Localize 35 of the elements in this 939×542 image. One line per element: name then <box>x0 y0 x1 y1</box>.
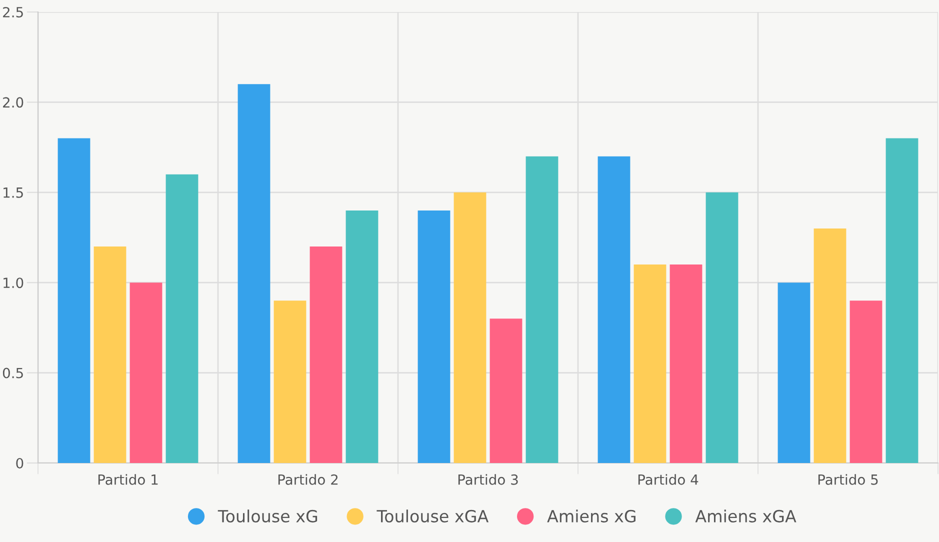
legend-label: Amiens xG <box>547 510 636 522</box>
bar <box>778 282 810 463</box>
bar <box>310 246 342 463</box>
bar <box>634 264 666 463</box>
x-tick-label: Partido 1 <box>98 474 158 485</box>
bar <box>850 300 882 463</box>
x-tick-label: Partido 2 <box>278 474 338 485</box>
legend-label: Toulouse xGA <box>376 510 489 522</box>
y-tick-label: 2.5 <box>3 6 23 18</box>
bar <box>166 174 198 463</box>
bar <box>598 156 630 463</box>
bar <box>670 264 702 463</box>
bar <box>274 300 306 463</box>
bar <box>130 282 162 463</box>
y-tick-label: 1.5 <box>4 188 23 198</box>
y-tick-label: 0.5 <box>2 368 23 378</box>
x-tick-label: Partido 5 <box>818 474 878 485</box>
x-tick-label: Partido 4 <box>638 474 698 485</box>
legend-label: Toulouse xG <box>218 510 318 522</box>
y-tick-label: 0 <box>16 458 24 468</box>
bar <box>454 192 486 463</box>
bar <box>490 318 522 463</box>
legend-label: Amiens xGA <box>695 510 796 522</box>
bar <box>418 210 450 463</box>
x-tick-label: Partido 3 <box>458 474 518 485</box>
bar <box>886 138 918 463</box>
bar <box>526 156 558 463</box>
bar <box>346 210 378 463</box>
y-tick-label: 2.0 <box>3 97 24 108</box>
bar <box>814 228 846 463</box>
bar <box>238 84 270 463</box>
bar <box>58 138 90 463</box>
y-tick-label: 1.0 <box>4 278 24 288</box>
bar <box>706 192 738 463</box>
bar <box>94 246 126 463</box>
